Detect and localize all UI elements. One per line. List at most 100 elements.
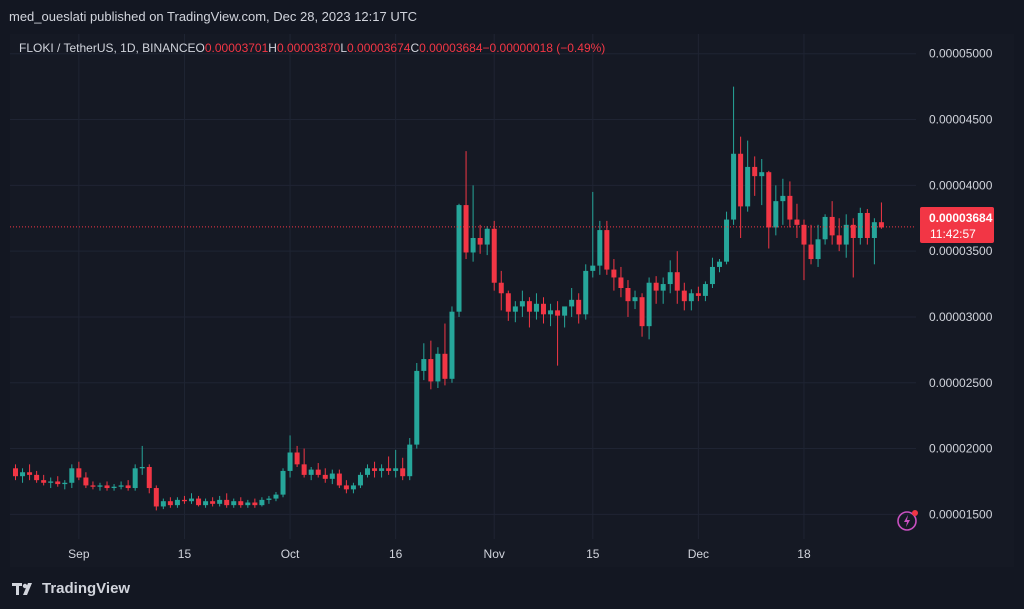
candle-body — [69, 468, 75, 483]
high-value: 0.00003870 — [276, 41, 341, 55]
candle-body — [519, 301, 525, 307]
lightning-icon[interactable] — [896, 508, 920, 532]
candle-body — [217, 499, 223, 504]
candle-body — [83, 477, 89, 486]
candle-body — [435, 353, 441, 382]
candle-body — [273, 494, 279, 499]
y-tick-label: 0.00003000 — [929, 310, 993, 324]
change-value: −0.00000018 (−0.49%) — [482, 41, 606, 55]
candle-body — [238, 501, 244, 506]
chart-panel[interactable] — [10, 34, 1014, 567]
x-tick-label: 15 — [586, 547, 600, 561]
candle-body — [843, 224, 849, 245]
candle-body — [702, 284, 708, 296]
candle-body — [203, 501, 209, 506]
candle-body — [181, 499, 187, 502]
candle-body — [512, 306, 518, 312]
candle-body — [576, 299, 582, 315]
last-price-value: 0.00003684 — [929, 211, 993, 225]
candle-body — [97, 485, 103, 487]
candle-body — [280, 470, 286, 495]
candle-body — [822, 216, 828, 240]
open-key: O — [195, 41, 205, 55]
candle-body — [336, 473, 342, 486]
candle-body — [160, 501, 166, 507]
low-key: L — [340, 41, 348, 55]
candle-body — [597, 230, 603, 266]
low-value: 0.00003674 — [347, 41, 411, 55]
candle-body — [836, 235, 842, 245]
tradingview-logo[interactable]: TradingView — [12, 580, 130, 597]
candle-body — [738, 153, 744, 207]
candle-body — [139, 466, 145, 469]
candle-body — [857, 212, 863, 238]
candle-body — [118, 485, 124, 487]
candle-body — [189, 498, 194, 502]
candle-body — [674, 272, 680, 291]
candle-body — [153, 488, 159, 507]
candle-body — [414, 370, 420, 445]
candle-body — [27, 472, 33, 475]
candle-body — [871, 222, 877, 238]
candle-body — [780, 195, 786, 202]
y-tick-label: 0.00003500 — [929, 244, 993, 258]
candle-body — [491, 228, 497, 283]
candle-body — [632, 297, 638, 302]
candle-body — [639, 297, 645, 327]
y-tick-label: 0.00004000 — [929, 178, 993, 192]
candlestick-chart[interactable]: 0.00005000 0.00004500 0.00004000 0.00003500… — [10, 34, 1014, 567]
candle-body — [421, 359, 427, 371]
candle-body — [801, 224, 807, 245]
candle-body — [252, 502, 258, 506]
candle-body — [766, 172, 772, 228]
candle-body — [259, 499, 265, 506]
candle-body — [759, 172, 765, 177]
candle-body — [125, 485, 131, 489]
candle-body — [301, 464, 307, 475]
candle-body — [484, 228, 490, 245]
candle-body — [498, 282, 504, 294]
candle-body — [745, 166, 751, 207]
ohlc-legend: FLOKI / TetherUS, 1D, BINANCE O 0.000037… — [19, 41, 605, 55]
candle-body — [829, 216, 835, 236]
candle-body — [878, 222, 884, 228]
x-tick-label: Sep — [68, 547, 90, 561]
candle-body — [294, 452, 300, 465]
candle-body — [407, 444, 413, 477]
last-price-tag: 0.00003684 11:42:57 — [920, 207, 994, 243]
candle-body — [583, 270, 589, 315]
candle-body — [533, 303, 539, 312]
candle-body — [442, 353, 448, 379]
candle-body — [62, 482, 68, 485]
x-tick-label: Nov — [484, 547, 505, 561]
candle-body — [132, 468, 138, 489]
candle-body — [569, 299, 575, 307]
candle-body — [41, 480, 47, 483]
candle-body — [231, 501, 237, 506]
high-key: H — [268, 41, 277, 55]
candle-body — [386, 468, 392, 471]
candle-body — [709, 266, 715, 285]
close-key: C — [410, 41, 420, 55]
symbol-label[interactable]: FLOKI / TetherUS, 1D, BINANCE — [19, 41, 196, 55]
candle-body — [505, 293, 511, 312]
candle-body — [210, 501, 216, 504]
candle-body — [55, 481, 61, 485]
candle-body — [646, 282, 652, 327]
candle-body — [167, 501, 173, 506]
footer — [0, 567, 1024, 609]
candle-body — [34, 474, 40, 481]
brand-name: TradingView — [42, 580, 131, 597]
candle-body — [224, 499, 230, 506]
candle-body — [667, 272, 673, 285]
candle-body — [808, 244, 814, 260]
candle-body — [752, 166, 758, 177]
candle-body — [357, 474, 363, 486]
candle-body — [266, 498, 272, 500]
candle-body — [196, 498, 202, 506]
candle-body — [13, 468, 18, 477]
candle-body — [174, 499, 180, 506]
candle-body — [104, 485, 110, 489]
candle-body — [590, 265, 596, 271]
published-info: med_oueslati published on TradingView.co… — [9, 9, 418, 24]
